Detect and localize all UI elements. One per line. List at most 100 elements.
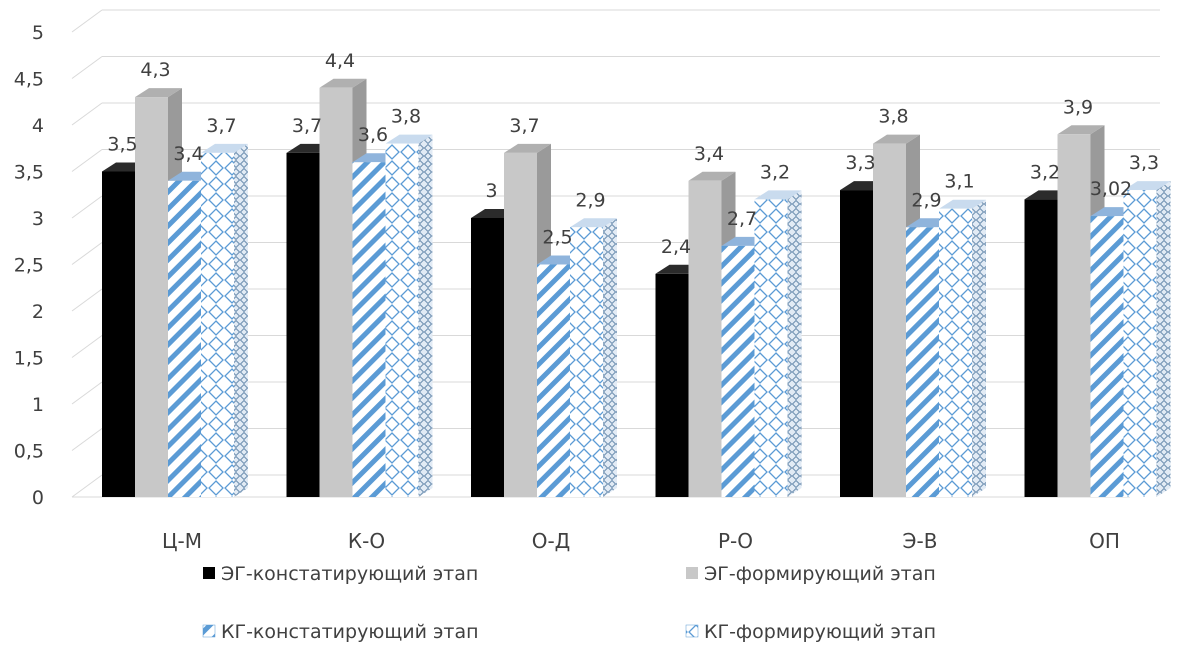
bar-side — [418, 134, 433, 497]
gridline-connector — [71, 335, 103, 358]
data-label: 3,4 — [694, 143, 724, 165]
bar-top — [1057, 125, 1105, 135]
x-tick-label: Э-В — [903, 529, 938, 553]
y-tick-label: 0,5 — [14, 441, 44, 463]
legend-label: ЭГ-констатирующий этап — [221, 563, 478, 585]
bar-front — [385, 143, 419, 497]
gridline-connector — [71, 242, 103, 265]
data-label: 3,7 — [206, 115, 236, 137]
bar — [1123, 181, 1171, 497]
bar-side — [972, 199, 986, 497]
data-label: 4,3 — [140, 59, 170, 81]
y-tick-label: 5 — [32, 22, 44, 44]
bar — [385, 134, 433, 497]
legend-item: КГ-констатирующий этап — [202, 621, 479, 643]
data-label: 3,4 — [173, 143, 203, 165]
bar-side — [603, 218, 617, 498]
bar-side — [787, 190, 802, 497]
data-label: 3,1 — [944, 171, 974, 193]
legend-label: ЭГ-формирующий этап — [704, 563, 936, 585]
y-tick-label: 1 — [32, 394, 44, 416]
bar-front — [754, 199, 788, 497]
bar — [570, 218, 617, 498]
bar-front — [1057, 134, 1091, 498]
data-label: 3,7 — [292, 115, 322, 137]
gridline-connector — [71, 474, 103, 498]
y-tick-label: 3 — [32, 208, 44, 230]
bar-top — [754, 190, 802, 200]
gridline-connector — [71, 102, 103, 126]
data-label: 3,2 — [1030, 161, 1060, 183]
bar — [201, 143, 248, 497]
gridline-connector — [71, 195, 103, 219]
data-label: 3,2 — [760, 161, 790, 183]
legend-label: КГ-формирующий этап — [704, 621, 936, 643]
bar-top — [1123, 181, 1171, 191]
legend-item: ЭГ-формирующий этап — [686, 563, 936, 585]
gridline-connector — [71, 381, 103, 405]
gridline-connector — [71, 428, 103, 451]
bar-front — [319, 87, 353, 498]
data-label: 3,7 — [509, 115, 539, 137]
data-label: 4,4 — [325, 50, 355, 72]
bar-top — [873, 134, 920, 144]
gridline-connector — [71, 56, 103, 79]
x-tick-label: О-Д — [532, 529, 571, 553]
legend-swatch — [202, 624, 216, 638]
bar — [939, 199, 986, 497]
bar-top — [570, 218, 617, 228]
x-tick-label: К-О — [348, 529, 385, 553]
bar-front — [721, 245, 755, 497]
x-tick-label: Р-О — [718, 529, 753, 553]
data-label: 2,4 — [661, 236, 691, 258]
legend-swatch — [686, 567, 698, 579]
data-label: 3,3 — [1129, 152, 1159, 174]
data-label: 3 — [485, 180, 497, 202]
bar-front — [906, 227, 939, 498]
data-label: 2,9 — [575, 189, 605, 211]
bar-side — [1156, 181, 1171, 497]
data-label: 2,5 — [542, 227, 572, 249]
bar-front — [471, 218, 504, 497]
bar-front — [168, 180, 201, 498]
bar-top — [504, 143, 551, 153]
bar-front — [939, 208, 972, 497]
data-label: 2,9 — [911, 189, 941, 211]
bar-side — [234, 143, 248, 497]
x-tick-label: Ц-М — [162, 529, 202, 553]
gridline-connector — [71, 149, 103, 172]
y-tick-label: 0 — [32, 487, 44, 509]
data-label: 3,3 — [845, 152, 875, 174]
bar-front — [688, 180, 722, 498]
data-label: 3,9 — [1063, 96, 1093, 118]
y-tick-label: 1,5 — [14, 348, 44, 370]
legend-item: ЭГ-констатирующий этап — [203, 563, 478, 585]
data-label: 3,5 — [107, 134, 137, 156]
data-label: 3,6 — [358, 124, 388, 146]
data-label: 3,02 — [1090, 178, 1132, 200]
x-tick-label: ОП — [1089, 529, 1120, 553]
bar-top — [688, 171, 736, 181]
bar-top — [319, 78, 367, 88]
bar-front — [840, 190, 873, 497]
bar-front — [135, 97, 168, 497]
y-tick-label: 4,5 — [14, 69, 44, 91]
bar-front — [352, 162, 386, 497]
gridline-connector — [71, 288, 103, 312]
data-label: 3,8 — [391, 106, 421, 128]
bar-front — [102, 171, 135, 497]
data-label: 2,7 — [727, 208, 757, 230]
bar-front — [1123, 190, 1157, 497]
bar-front — [873, 143, 906, 497]
bar-top — [385, 134, 433, 144]
bar-front — [286, 152, 320, 497]
data-label: 3,8 — [878, 106, 908, 128]
y-tick-label: 2 — [32, 301, 44, 323]
bar-front — [504, 152, 537, 497]
gridline-connector — [71, 9, 103, 33]
y-tick-label: 4 — [32, 115, 44, 137]
bar-front — [570, 227, 603, 498]
y-tick-label: 3,5 — [14, 162, 44, 184]
